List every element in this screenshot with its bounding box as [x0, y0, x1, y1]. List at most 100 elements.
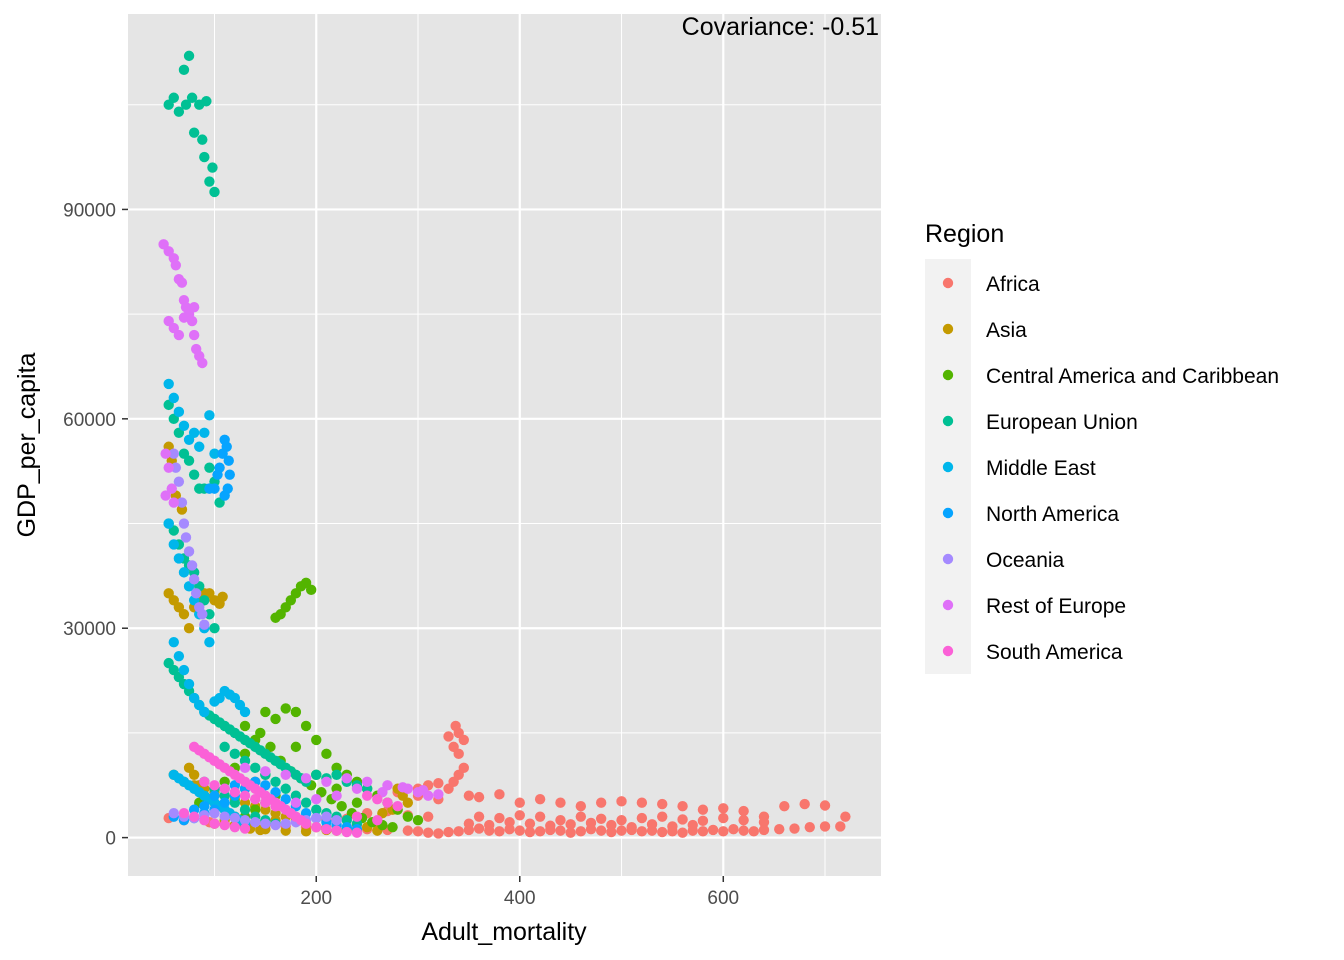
- legend-key: [942, 277, 954, 289]
- data-point: [534, 826, 546, 837]
- data-point: [163, 378, 174, 390]
- y-tick-label: 30000: [63, 619, 116, 640]
- data-point: [300, 818, 312, 829]
- data-point: [180, 99, 192, 110]
- data-point: [188, 469, 200, 480]
- data-point: [183, 623, 195, 634]
- data-point: [173, 329, 185, 341]
- data-point: [453, 826, 464, 837]
- data-point: [163, 462, 174, 473]
- covariance-annotation: Covariance: -0.51: [682, 13, 879, 41]
- legend: Region Africa Asia Central America and Car…: [925, 220, 1279, 674]
- data-point: [219, 797, 230, 808]
- data-point: [249, 762, 261, 774]
- data-point: [260, 706, 271, 718]
- data-point: [168, 807, 179, 819]
- data-point: [738, 825, 749, 836]
- legend-title: Region: [925, 220, 1004, 248]
- data-point: [209, 790, 220, 801]
- data-point: [204, 609, 215, 620]
- data-point: [677, 801, 688, 812]
- legend-item: Asia: [942, 319, 1027, 342]
- data-point: [473, 811, 485, 822]
- data-point: [351, 783, 363, 794]
- data-point: [239, 814, 251, 826]
- data-point: [229, 787, 241, 798]
- data-point: [311, 812, 322, 824]
- data-point: [687, 819, 698, 831]
- data-point: [197, 609, 208, 620]
- data-point: [300, 773, 312, 784]
- legend-key: [942, 599, 954, 611]
- data-point: [249, 794, 261, 805]
- data-point: [331, 825, 342, 836]
- data-point: [197, 134, 208, 145]
- legend-item: North America: [942, 503, 1119, 526]
- data-point: [311, 769, 322, 780]
- legend-key: [942, 645, 954, 657]
- data-point: [417, 784, 429, 796]
- data-point: [738, 805, 749, 817]
- legend-label: Middle East: [986, 457, 1096, 480]
- data-point: [321, 824, 332, 835]
- data-point: [402, 797, 414, 808]
- data-point: [321, 748, 332, 760]
- legend-label: Africa: [986, 273, 1040, 296]
- data-point: [565, 819, 576, 830]
- data-point: [239, 720, 251, 732]
- data-point: [361, 776, 373, 787]
- legend-item: Central America and Caribbean: [942, 365, 1279, 388]
- data-point: [229, 812, 241, 824]
- data-point: [168, 448, 179, 459]
- data-point: [183, 50, 195, 62]
- data-point: [209, 807, 220, 819]
- legend-key: [942, 461, 954, 473]
- legend-key: [942, 507, 954, 519]
- data-point: [249, 817, 261, 828]
- data-point: [626, 821, 637, 833]
- data-point: [199, 619, 210, 630]
- data-point: [341, 773, 352, 784]
- data-point: [166, 483, 177, 494]
- data-point: [331, 790, 342, 801]
- data-point: [473, 791, 485, 803]
- data-point: [173, 476, 185, 487]
- data-point: [260, 818, 271, 829]
- data-point: [779, 801, 790, 812]
- data-point: [616, 796, 627, 807]
- data-point: [677, 814, 688, 825]
- x-tick-label: 200: [300, 888, 332, 909]
- data-point: [170, 260, 182, 271]
- x-axis: 200 400 600: [300, 876, 739, 909]
- data-point: [351, 827, 363, 838]
- data-point: [311, 804, 322, 815]
- data-point: [214, 462, 225, 473]
- minor-gridlines: [128, 14, 881, 876]
- data-point: [188, 811, 200, 822]
- x-tick-label: 400: [504, 888, 536, 909]
- data-point: [646, 819, 658, 830]
- data-point: [840, 811, 851, 822]
- data-point: [616, 814, 627, 826]
- data-point: [163, 518, 174, 529]
- data-point: [201, 96, 212, 107]
- data-point: [667, 821, 678, 832]
- data-point: [697, 804, 709, 815]
- data-point: [178, 609, 190, 620]
- data-point: [199, 151, 210, 163]
- data-point: [239, 804, 251, 815]
- data-point: [178, 420, 190, 432]
- data-point: [197, 357, 208, 369]
- data-point: [575, 826, 587, 837]
- data-point: [636, 797, 648, 808]
- legend-label: European Union: [986, 411, 1138, 434]
- data-point: [835, 821, 846, 832]
- data-point: [204, 483, 215, 494]
- data-point: [168, 539, 179, 550]
- data-point: [351, 811, 363, 822]
- series-rest-of-europe: [158, 239, 444, 812]
- data-point: [321, 811, 332, 822]
- data-point: [186, 315, 198, 327]
- data-point: [188, 301, 200, 313]
- data-point: [718, 803, 729, 814]
